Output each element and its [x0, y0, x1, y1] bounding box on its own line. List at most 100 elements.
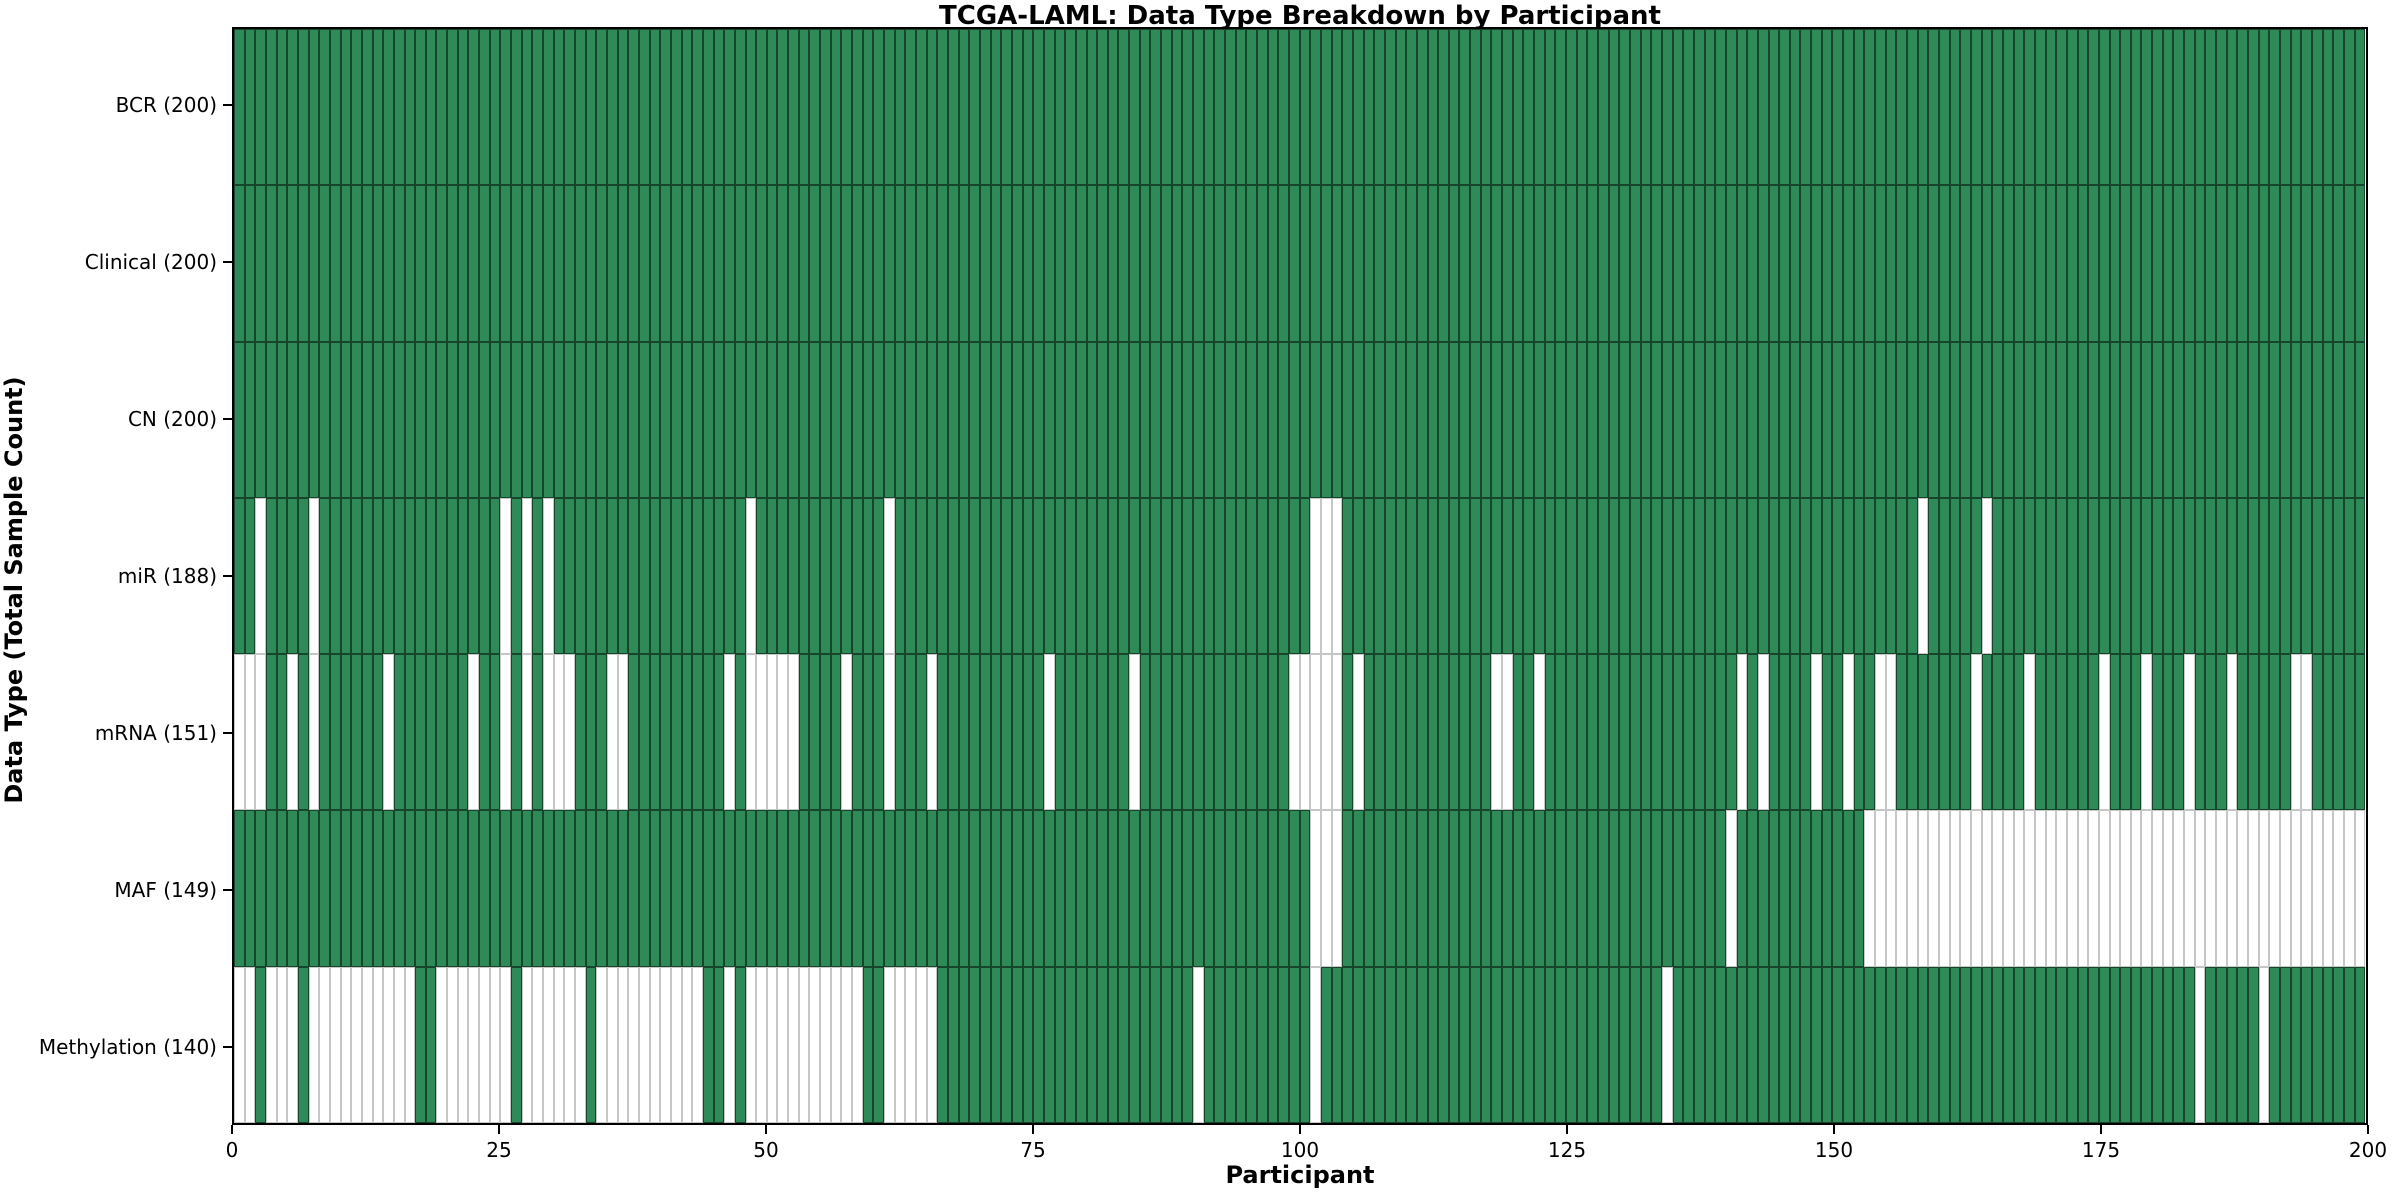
heatmap-cell [1075, 966, 1087, 1123]
heatmap-cell [2269, 654, 2280, 811]
heatmap-cell [2098, 966, 2110, 1123]
heatmap-cell [1885, 654, 1897, 811]
heatmap-cell [1182, 810, 1194, 967]
heatmap-cell [1928, 810, 1939, 967]
heatmap-cell [724, 654, 735, 811]
heatmap-cell [745, 966, 757, 1123]
heatmap-cell [1502, 966, 1513, 1123]
heatmap-cell [1843, 497, 1854, 655]
heatmap-cell [1704, 810, 1716, 967]
heatmap-cell [1832, 497, 1844, 655]
heatmap-cell [276, 810, 288, 967]
heatmap-cell [2098, 497, 2110, 655]
heatmap-cell [692, 29, 703, 186]
heatmap-cell [2045, 341, 2057, 498]
heatmap-cell [1427, 341, 1439, 498]
heatmap-cell [1523, 497, 1535, 655]
heatmap-cell [1853, 29, 1865, 186]
heatmap-cell [1299, 810, 1311, 967]
heatmap-cell [788, 185, 799, 342]
heatmap-cell [1086, 654, 1098, 811]
heatmap-cell [1672, 966, 1684, 1123]
heatmap-cell [2024, 29, 2035, 186]
heatmap-cell [1342, 341, 1353, 498]
heatmap-cell [766, 654, 778, 811]
heatmap-cell [1011, 810, 1023, 967]
heatmap-cell [2152, 185, 2163, 342]
heatmap-cell [1949, 185, 1961, 342]
heatmap-cell [1939, 810, 1950, 967]
heatmap-cell [798, 654, 810, 811]
heatmap-cell [1427, 654, 1439, 811]
heatmap-cell [2343, 810, 2355, 967]
heatmap-cell [1896, 966, 1908, 1123]
heatmap-cell [1512, 497, 1524, 655]
heatmap-cell [1704, 497, 1716, 655]
heatmap-cell [873, 654, 885, 811]
heatmap-cell [2034, 29, 2046, 186]
heatmap-cell [1939, 185, 1950, 342]
heatmap-cell [2088, 654, 2099, 811]
heatmap-cell [1683, 966, 1694, 1123]
heatmap-cell [393, 497, 405, 655]
heatmap-cell [1107, 185, 1119, 342]
heatmap-cell [383, 185, 394, 342]
heatmap-cell [1331, 29, 1343, 186]
heatmap-cell [702, 654, 714, 811]
heatmap-cell [1725, 341, 1737, 498]
heatmap-cell [830, 185, 842, 342]
heatmap-cell [884, 966, 895, 1123]
heatmap-cell [2184, 29, 2195, 186]
heatmap-cell [1832, 966, 1844, 1123]
heatmap-cell [1651, 185, 1662, 342]
heatmap-cell [809, 654, 821, 811]
heatmap-cell [788, 29, 799, 186]
heatmap-cell [2343, 29, 2355, 186]
heatmap-cell [1384, 654, 1396, 811]
heatmap-cell [2280, 810, 2291, 967]
heatmap-cell [1225, 810, 1236, 967]
heatmap-cell [756, 185, 767, 342]
heatmap-cell [1225, 185, 1236, 342]
heatmap-cell [511, 29, 522, 186]
heatmap-cell [1651, 29, 1662, 186]
heatmap-cell [1075, 810, 1087, 967]
heatmap-cell [1629, 497, 1641, 655]
heatmap-cell [1587, 29, 1598, 186]
heatmap-cell [1512, 185, 1524, 342]
heatmap-cell [234, 810, 245, 967]
heatmap-cell [1097, 497, 1108, 655]
heatmap-cell [1992, 966, 2003, 1123]
heatmap-cell [1608, 966, 1620, 1123]
heatmap-cell [1832, 29, 1844, 186]
heatmap-cell [2034, 966, 2046, 1123]
y-tick-mark [223, 888, 232, 891]
heatmap-row-mRNA [234, 654, 2366, 811]
heatmap-cell [2216, 810, 2227, 967]
heatmap-cell [916, 810, 927, 967]
heatmap-cell [489, 810, 501, 967]
heatmap-cell [1129, 185, 1140, 342]
heatmap-cell [1480, 341, 1492, 498]
heatmap-cell [436, 966, 448, 1123]
x-tick-mark [231, 1125, 233, 1134]
heatmap-cell [1193, 654, 1204, 811]
heatmap-cell [1843, 29, 1854, 186]
heatmap-cell [2013, 185, 2025, 342]
heatmap-cell [990, 654, 1002, 811]
heatmap-cell [1843, 654, 1854, 811]
heatmap-cell [702, 966, 714, 1123]
heatmap-cell [564, 654, 575, 811]
heatmap-cell [1640, 497, 1652, 655]
heatmap-cell [1288, 966, 1300, 1123]
heatmap-cell [1278, 29, 1289, 186]
heatmap-cell [1576, 341, 1588, 498]
heatmap-cell [1459, 341, 1471, 498]
heatmap-cell [2173, 29, 2185, 186]
heatmap-cell [2013, 966, 2025, 1123]
heatmap-cell [361, 966, 373, 1123]
heatmap-row-Methylation [234, 966, 2366, 1123]
heatmap-cell [1374, 341, 1385, 498]
heatmap-row-CN [234, 341, 2366, 498]
heatmap-cell [1576, 185, 1588, 342]
